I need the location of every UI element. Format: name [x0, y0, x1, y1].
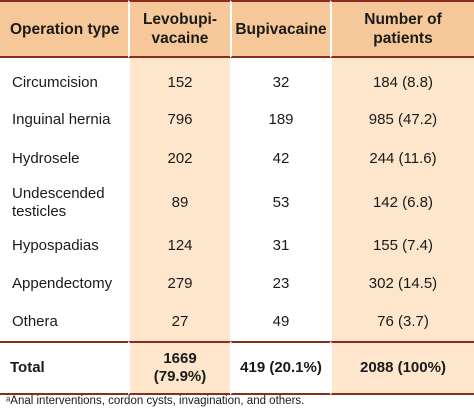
- row-operation-name: Inguinal hernia: [12, 110, 111, 128]
- row-operation-name: Hypospadias: [12, 237, 99, 254]
- row-bupivacaine-value: 42: [230, 140, 330, 178]
- table-footnote: ᵃAnal interventions, cordon cysts, invag…: [6, 395, 305, 407]
- row-operation-name-line1: Undescended: [12, 184, 105, 202]
- row-levobupivacaine-value: 27: [128, 303, 230, 341]
- row-operation-name-line2: testicles: [12, 202, 67, 220]
- header-patients-line2: patients: [373, 30, 433, 47]
- row-operation-name: Appendectomy: [12, 275, 113, 292]
- row-bupivacaine-value: 31: [230, 227, 330, 265]
- table-row: Circumcision 152 32 184 (8.8): [0, 58, 474, 99]
- row-bupivacaine-value: 23: [230, 265, 330, 303]
- row-patients-value: 244 (11.6): [330, 140, 474, 178]
- table-header: Operation type Levobupi- vacaine Bupivac…: [0, 0, 474, 58]
- row-operation-name: Othera: [12, 313, 58, 330]
- header-levobupivacaine-line1: Levobupi-: [142, 11, 218, 28]
- total-bupivacaine-value: 419 (20.1%): [230, 341, 330, 395]
- header-number-of-patients: Number of patients: [330, 0, 474, 58]
- table-row: Appendectomy 279 23 302 (14.5): [0, 265, 474, 303]
- row-bupivacaine-value: 189: [230, 99, 330, 140]
- data-table-container: Operation type Levobupi- vacaine Bupivac…: [0, 0, 474, 395]
- row-patients-value: 985 (47.2): [330, 99, 474, 140]
- row-bupivacaine-value: 49: [230, 303, 330, 341]
- table-row: Undescended testicles 89 53 142 (6.8): [0, 178, 474, 227]
- row-bupivacaine-value: 32: [230, 58, 330, 99]
- total-levobupivacaine-value: 1669 (79.9%): [128, 341, 230, 395]
- header-levobupivacaine-line2: vacaine: [151, 30, 209, 47]
- row-operation-name: Hydrosele: [12, 150, 80, 167]
- row-levobupivacaine-value: 202: [128, 140, 230, 178]
- table-row: Othera 27 49 76 (3.7): [0, 303, 474, 341]
- total-levobupivacaine-count: 1669: [163, 350, 197, 367]
- operations-table: Operation type Levobupi- vacaine Bupivac…: [0, 0, 474, 395]
- header-patients-line1: Number of: [364, 11, 442, 28]
- header-bupivacaine: Bupivacaine: [230, 0, 330, 58]
- row-levobupivacaine-value: 89: [128, 178, 230, 227]
- header-levobupivacaine: Levobupi- vacaine: [128, 0, 230, 58]
- header-operation-type: Operation type: [0, 0, 128, 58]
- row-levobupivacaine-value: 796: [128, 99, 230, 140]
- table-row: Hypospadias 124 31 155 (7.4): [0, 227, 474, 265]
- row-levobupivacaine-value: 279: [128, 265, 230, 303]
- row-patients-value: 184 (8.8): [330, 58, 474, 99]
- row-patients-value: 302 (14.5): [330, 265, 474, 303]
- total-row: Total 1669 (79.9%) 419 (20.1%) 2088 (100…: [0, 341, 474, 395]
- header-row: Operation type Levobupi- vacaine Bupivac…: [0, 0, 474, 58]
- table-row: Inguinal hernia 796 189 985 (47.2): [0, 99, 474, 140]
- total-patients-value: 2088 (100%): [330, 341, 474, 395]
- row-patients-value: 76 (3.7): [330, 303, 474, 341]
- total-label: Total: [0, 341, 128, 395]
- header-bupivacaine-label: Bupivacaine: [235, 20, 327, 38]
- header-operation-type-label: Operation type: [10, 20, 120, 38]
- row-levobupivacaine-value: 124: [128, 227, 230, 265]
- row-operation-name: Circumcision: [12, 73, 98, 91]
- row-bupivacaine-value: 53: [230, 178, 330, 227]
- table-body: Circumcision 152 32 184 (8.8) Inguinal h…: [0, 58, 474, 395]
- row-patients-value: 155 (7.4): [330, 227, 474, 265]
- row-operation-name: Undescended testicles: [0, 178, 128, 227]
- row-levobupivacaine-value: 152: [128, 58, 230, 99]
- total-levobupivacaine-percent: (79.9%): [153, 368, 207, 385]
- row-patients-value: 142 (6.8): [330, 178, 474, 227]
- table-row: Hydrosele 202 42 244 (11.6): [0, 140, 474, 178]
